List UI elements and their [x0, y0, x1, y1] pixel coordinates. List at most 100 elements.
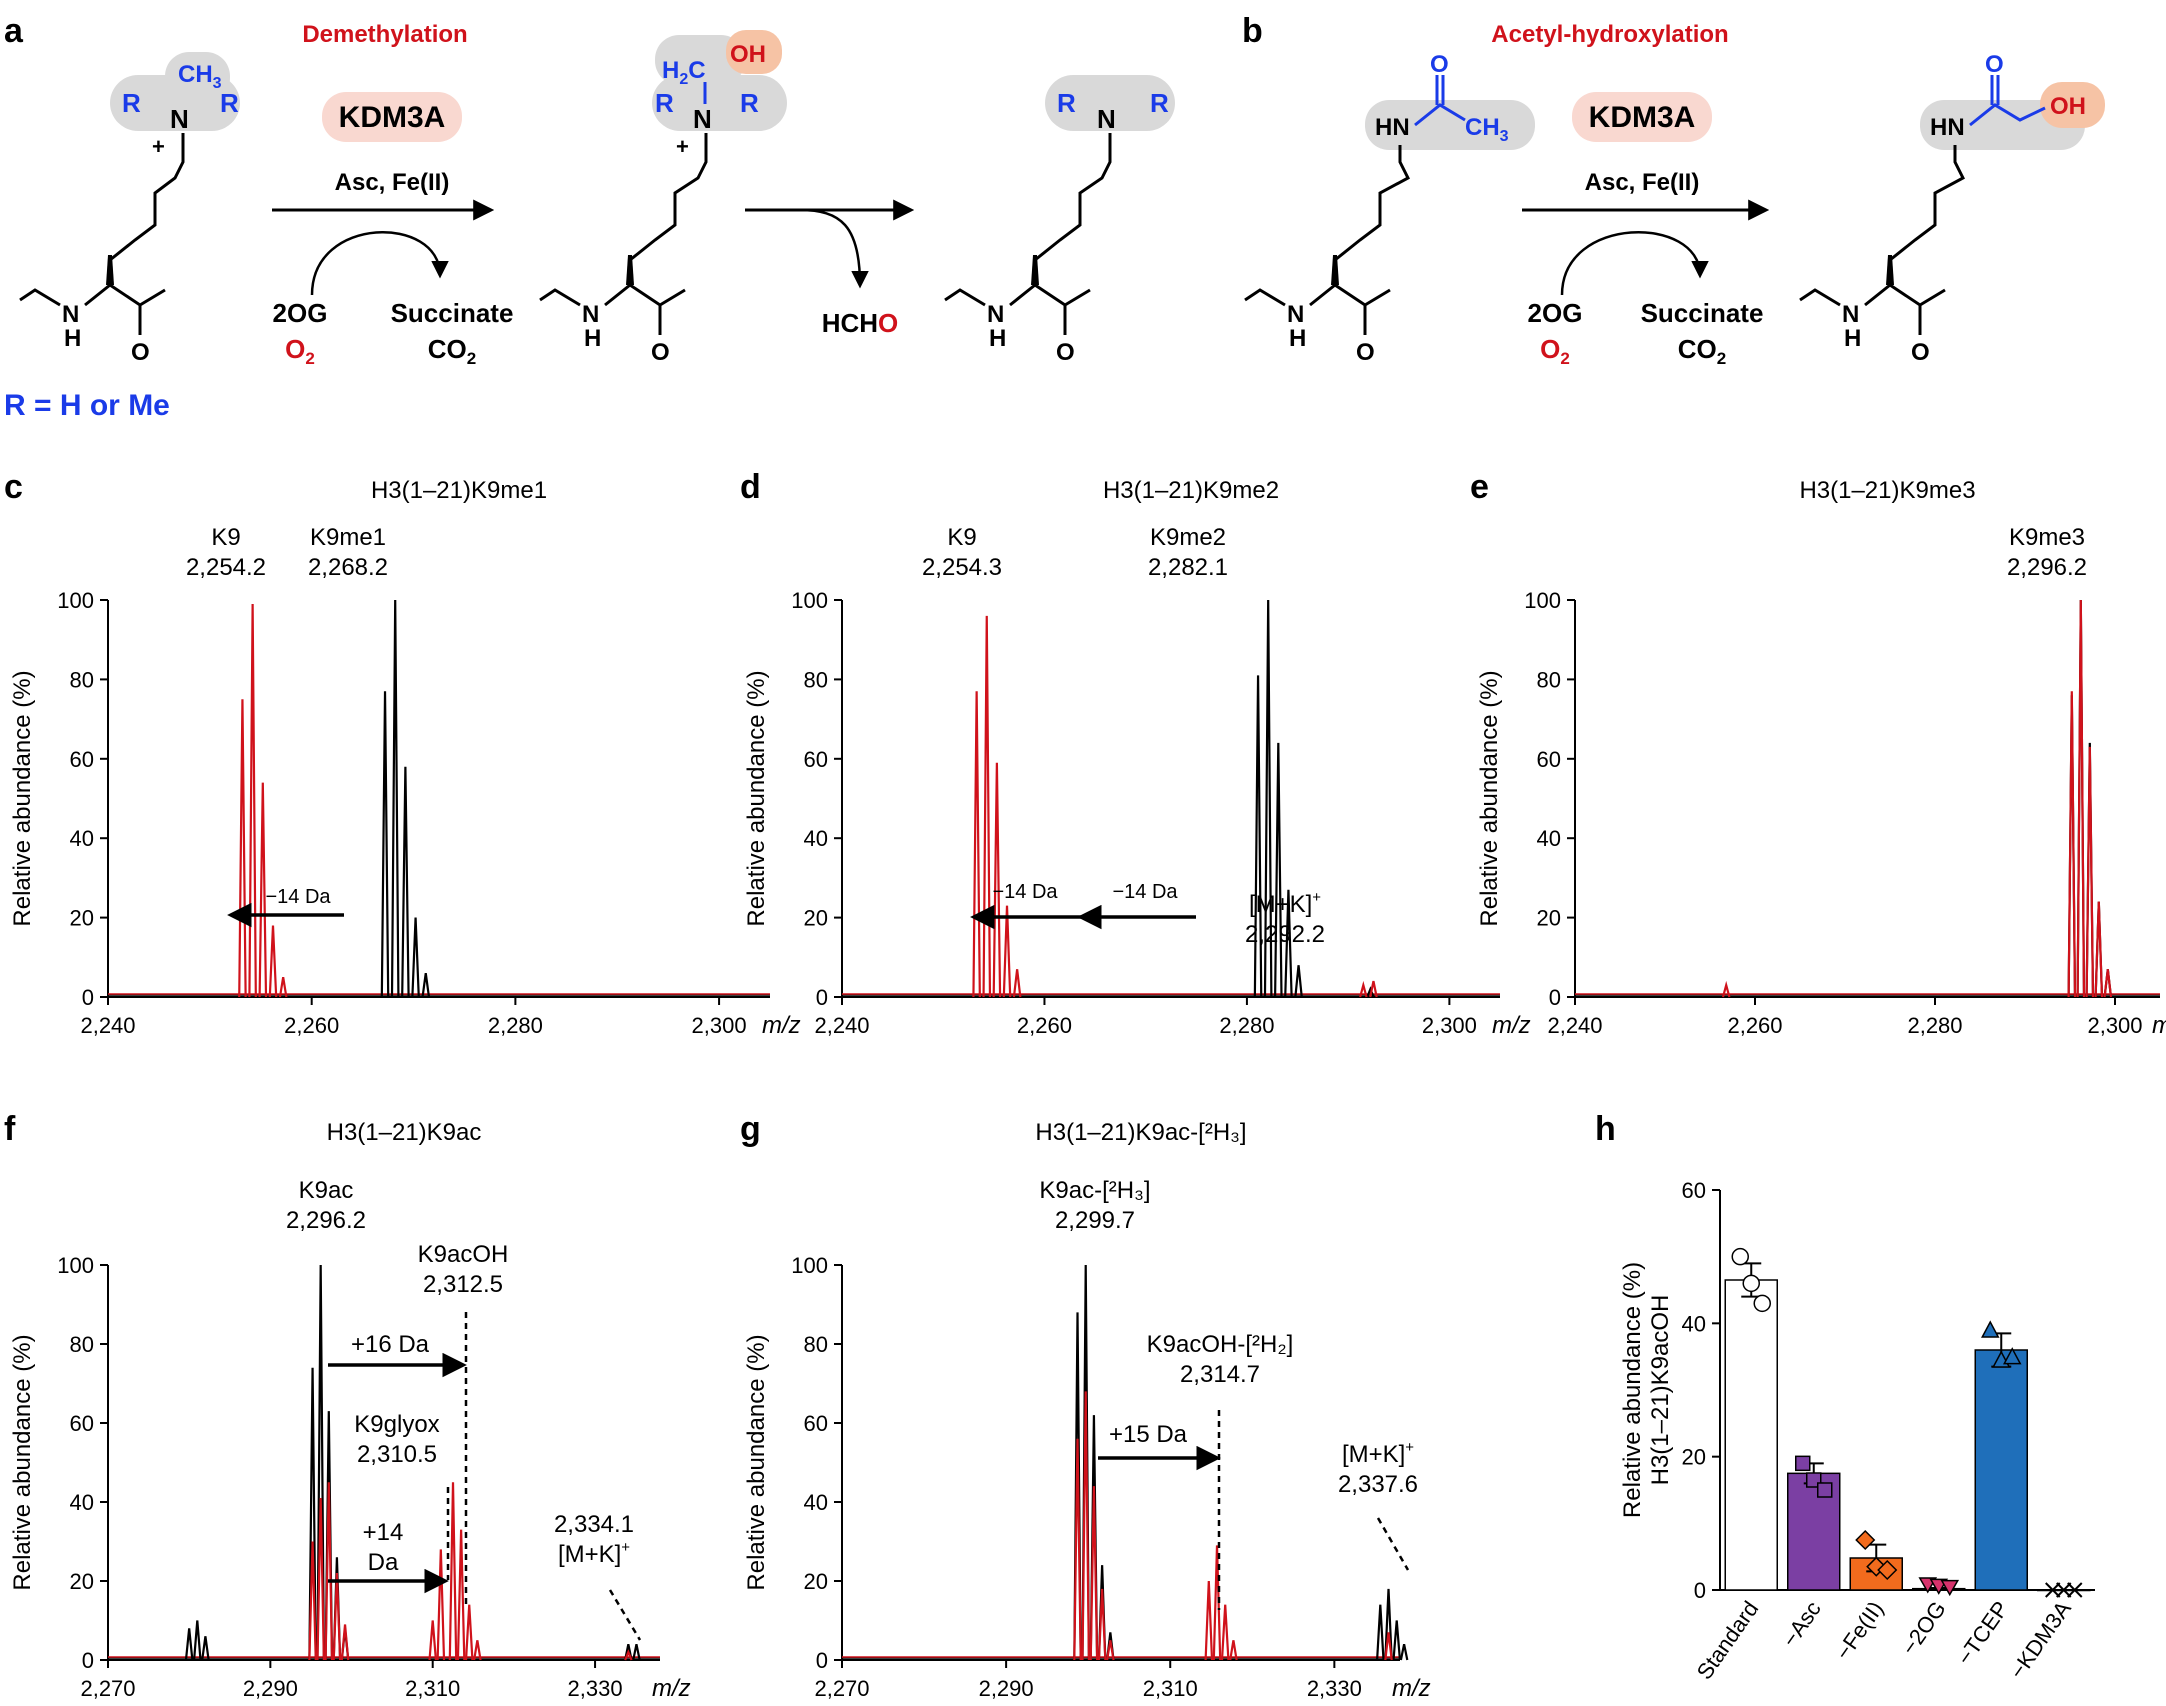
spectrum-peak [2085, 746, 2095, 998]
y-tick-label: 20 [1537, 906, 1561, 931]
carbonyl-o-b1: O [1356, 339, 1375, 366]
peak-annotation: K9me3 [2009, 524, 2085, 551]
y-tick-label: 0 [1694, 1578, 1706, 1603]
data-point [1877, 1559, 1898, 1581]
r-right-3: R [1150, 88, 1169, 118]
y-axis-label: Relative abundance (%) [9, 1334, 36, 1590]
x-axis-label: m/z [1392, 1675, 1431, 1702]
nh-n: N [62, 301, 79, 328]
peak-annotation: 2,254.2 [186, 554, 266, 581]
y-tick-label: 100 [57, 1253, 94, 1278]
nh-h-2: H [584, 325, 601, 352]
nh-h-3: H [989, 325, 1006, 352]
spectrum-peak [1073, 1438, 1082, 1661]
peak-annotation: +15 Da [1109, 1421, 1188, 1448]
y-axis-label: Relative abundance (%) [9, 670, 36, 926]
peak-annotation: 2,312.5 [423, 1271, 503, 1298]
x-tick-label: 2,300 [2087, 1013, 2142, 1038]
peak-annotation: K9me2 [1150, 524, 1226, 551]
y-tick-label: 60 [70, 1411, 94, 1436]
y-axis-label: Relative abundance (%) [1476, 670, 1503, 926]
carbonyl-o: O [131, 339, 150, 366]
data-point [1731, 1247, 1749, 1266]
product-highlight [1045, 75, 1175, 131]
spectrum-peak [2103, 969, 2113, 998]
n-atom-2: N [693, 104, 712, 134]
spectrum-peak [456, 1529, 466, 1661]
spectrum-peak [448, 1482, 458, 1661]
backbone-2 [539, 283, 686, 335]
byproduct-hcho: HCHO [822, 308, 899, 338]
x-tick-label: 2,280 [488, 1013, 543, 1038]
spectrum-peak [1359, 980, 1368, 998]
data-point [1817, 1482, 1833, 1498]
peak-annotation: 2,299.7 [1055, 1207, 1135, 1234]
cofactors-b: Asc, Fe(II) [1585, 169, 1700, 196]
peak-annotation: [M+K]+ [558, 1539, 630, 1568]
spectrum-peak [1376, 1604, 1385, 1661]
spectrum-peak [308, 1367, 317, 1661]
spectrum-peak [992, 762, 1002, 998]
data-point [2045, 1582, 2061, 1598]
spectrum-peak [982, 615, 992, 998]
peak-annotation: 2,254.3 [922, 554, 1002, 581]
spectrum-peak [2076, 599, 2086, 998]
data-point [1855, 1529, 1876, 1551]
hydroxyacetyl-bond [1969, 103, 2046, 127]
spectrum-peak [258, 782, 268, 998]
backbone [19, 283, 166, 335]
y-axis-label: Relative abundance (%) [1619, 1262, 1646, 1518]
spectrum-peak [324, 1482, 334, 1661]
peak-annotation: [M+K]+ [1342, 1439, 1414, 1468]
data-point [1866, 1556, 1887, 1577]
acetyl-ch3: CH3 [1465, 114, 1509, 145]
lysine-chain-3 [1033, 133, 1112, 285]
spectrum-peak [238, 699, 247, 998]
peak-annotation: 2,314.7 [1180, 1361, 1260, 1388]
cosub-o2-a: O2 [285, 334, 315, 368]
x-tick-label: 2,300 [1422, 1013, 1477, 1038]
x-category-label: −Fe(II) [1830, 1597, 1888, 1665]
panel-a-title: Demethylation [302, 21, 467, 48]
structure-hydroxymethyl: H2C OH R R N + N H O [539, 30, 787, 366]
x-axis-label: m/z [762, 1012, 801, 1039]
lysine-chain-b1 [1333, 145, 1410, 285]
x-tick-label: 2,280 [1219, 1013, 1274, 1038]
bar-chart-panel-h: h 0 20 40 60 Relative abundance (%) H3(1–21)K9… [1595, 1110, 2095, 1684]
y-axis-label: Relative abundance (%) [743, 1334, 770, 1590]
data-point [2056, 1582, 2072, 1598]
structure-hydroxyacetyl-lysine: HN O OH N H O [1799, 51, 2105, 366]
enzyme-label-b: KDM3A [1589, 101, 1696, 134]
panel-letter-f: f [4, 1110, 16, 1148]
backbone-b2 [1799, 283, 1946, 335]
spectrum-peak [2067, 691, 2077, 998]
r-left: R [122, 88, 141, 118]
panel-letter-h: h [1595, 1110, 1616, 1148]
y-tick-label: 20 [70, 906, 94, 931]
panel-b-title: Acetyl-hydroxylation [1491, 21, 1728, 48]
y-axis-label-2: H3(1–21)K9acOH [1647, 1295, 1674, 1486]
y-tick-label: 60 [1537, 747, 1561, 772]
y-tick-label: 0 [82, 985, 94, 1010]
peak-annotation: Da [368, 1549, 399, 1576]
peak-annotation: 2,268.2 [308, 554, 388, 581]
chart-title: H3(1–21)K9ac [327, 1119, 482, 1146]
spectrum-peak [1081, 1391, 1091, 1661]
carbonyl-o-2: O [651, 339, 670, 366]
spectrum-peak [1399, 1643, 1409, 1661]
peak-annotation: K9glyox [354, 1411, 439, 1438]
x-tick-label: 2,290 [243, 1676, 298, 1701]
spectrum-peak [1384, 1632, 1393, 1661]
spectrum-peak [1284, 889, 1293, 998]
ch3-label: CH3 [178, 61, 222, 92]
acetyl-o: O [1430, 51, 1449, 78]
spectrum-peak [278, 976, 288, 998]
y-tick-label: 80 [70, 1332, 94, 1357]
peak-annotation: −14 Da [992, 881, 1058, 903]
chart-title: H3(1–21)K9ac-[²H₃] [1035, 1119, 1246, 1146]
spectrum-peak [268, 925, 278, 998]
spectrum-peak [316, 1264, 325, 1661]
structure-acetyl-lysine: HN O CH3 N H O [1244, 51, 1535, 366]
coprod-co2-a: CO2 [428, 334, 476, 368]
y-tick-label: 20 [70, 1569, 94, 1594]
